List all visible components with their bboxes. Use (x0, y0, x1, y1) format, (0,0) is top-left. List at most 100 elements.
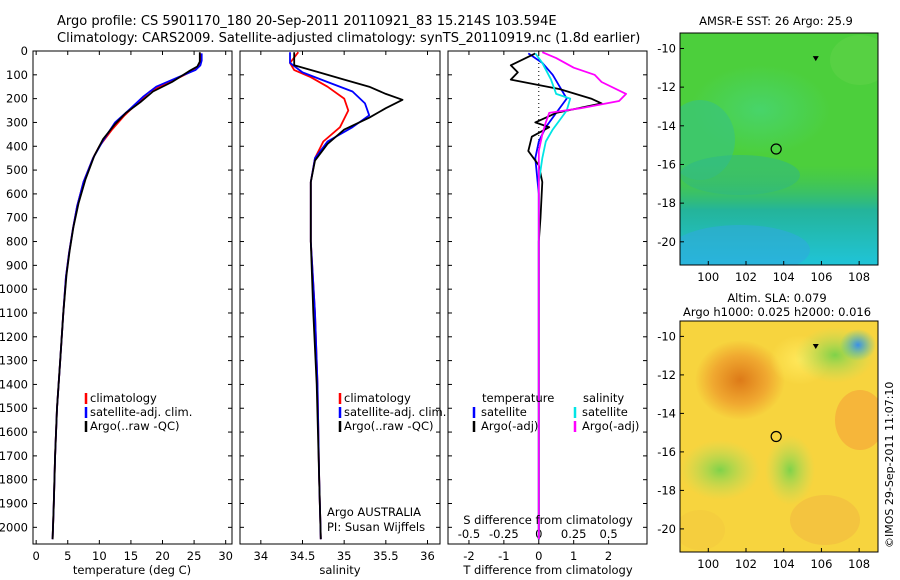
lon-tick-label: 108 (848, 557, 870, 571)
salinity-legend: climatology satellite-adj. clim. Argo(..… (338, 391, 446, 433)
lon-tick-label: 102 (735, 557, 757, 571)
depth-tick-label: 2000 (0, 520, 28, 534)
lon-tick-label: 100 (697, 557, 719, 571)
lat-tick-label: -20 (657, 235, 676, 249)
series-line-argo-raw-qc- (293, 52, 404, 540)
figure-title-line1: Argo profile: CS 5901170_180 20-Sep-2011… (57, 14, 557, 29)
x-tick-label: 20 (155, 549, 170, 563)
x-tick-label: -1 (498, 549, 509, 563)
x-tick-label: 15 (124, 549, 139, 563)
depth-tick-label: 1500 (0, 401, 28, 415)
depth-axis: 0 100 200 300 400 500 600 700 800 900 1000 1100 1200… (0, 44, 232, 534)
lat-tick-label: -16 (657, 157, 676, 171)
depth-tick-label: 1900 (0, 497, 28, 511)
lon-tick-label: 104 (773, 270, 795, 284)
lon-tick-label: 108 (848, 270, 870, 284)
series-line-temperature-argo-adj- (509, 52, 603, 540)
sla-map-subtitle: Argo h1000: 0.025 h2000: 0.016 (683, 305, 871, 319)
depth-tick-label: 800 (6, 235, 28, 249)
salinity-axes-frame (239, 50, 441, 545)
x-tick-label: 36 (420, 549, 435, 563)
depth-tick-label: 1200 (0, 330, 28, 344)
imos-stamp: ©IMOS 29-Sep-2011 11:07:10 (883, 382, 896, 548)
reference-marker (812, 56, 819, 62)
legend-argo: Argo(..raw -QC) (344, 419, 434, 433)
sla-map-frame (679, 320, 879, 553)
legend-satellite: satellite-adj. clim. (344, 405, 446, 419)
lat-tick-label: -10 (657, 41, 676, 55)
lat-tick-label: -12 (657, 368, 676, 382)
depth-tick-label: 700 (6, 211, 28, 225)
sst-map-frame (679, 32, 879, 266)
argo-position-marker (770, 143, 782, 155)
x-tick-label: 25 (187, 549, 202, 563)
sla-field (680, 321, 878, 552)
sst-lat-axis: -10 -12 -14 -16 -18 -20 (657, 41, 684, 249)
x-tick-label: 35 (337, 549, 352, 563)
series-line-argo-raw-qc- (51, 52, 201, 540)
sla-lon-axis: 100 102 104 106 108 (697, 548, 870, 571)
figure-title-line2: Climatology: CARS2009. Satellite-adjuste… (57, 31, 640, 46)
t-difference-xlabel: T difference from climatology (462, 563, 633, 577)
legend-climatology: climatology (344, 391, 411, 405)
lat-tick-label: -18 (657, 483, 676, 497)
legend-salinity-header: salinity (583, 391, 624, 405)
x-tick-label: 1 (570, 549, 577, 563)
lat-tick-label: -16 (657, 445, 676, 459)
salinity-panel: 34 34.5 35 35.5 36 salinity climatology sate… (239, 50, 446, 577)
depth-tick-label: 1000 (0, 282, 28, 296)
difference-legend: temperature salinity satellite Argo(-adj… (472, 391, 639, 433)
s-diff-tick-label: -0.5 (458, 527, 480, 541)
lat-tick-label: -18 (657, 196, 676, 210)
x-tick-label: 35.5 (373, 549, 399, 563)
depth-tick-label: 0 (21, 44, 28, 58)
sst-field (680, 33, 878, 265)
x-tick-label: 5 (64, 549, 71, 563)
x-tick-label: 2 (605, 549, 612, 563)
temperature-legend: climatology satellite-adj. clim. Argo(..… (84, 391, 192, 433)
sla-map: Altim. SLA: 0.079 Argo h1000: 0.025 h200… (657, 291, 879, 571)
temperature-x-axis: 0 5 10 15 20 25 30 (32, 51, 233, 563)
legend-sal-argo: Argo(-adj) (582, 419, 639, 433)
sla-map-title: Altim. SLA: 0.079 (727, 291, 826, 305)
argo-position-marker (770, 430, 782, 443)
credit-program: Argo AUSTRALIA (327, 505, 421, 519)
lat-tick-label: -14 (657, 119, 676, 133)
legend-satellite: satellite-adj. clim. (90, 405, 192, 419)
temperature-panel: 0100200300400500600700800900100011001200… (0, 44, 233, 577)
depth-tick-label: 1400 (0, 377, 28, 391)
x-tick-label: 34 (254, 549, 269, 563)
lon-tick-label: 100 (697, 270, 719, 284)
legend-climatology: climatology (90, 391, 157, 405)
difference-series (509, 51, 627, 540)
reference-marker (812, 344, 819, 350)
s-difference-xlabel: S difference from climatology (463, 513, 633, 527)
legend-sal-satellite: satellite (582, 405, 628, 419)
depth-tick-label: 1700 (0, 449, 28, 463)
lon-tick-label: 106 (810, 557, 832, 571)
sst-lon-axis: 100 102 104 106 108 (697, 261, 870, 284)
depth-tick-label: 200 (6, 92, 28, 106)
legend-argo: Argo(..raw -QC) (90, 419, 180, 433)
series-line-salinity-argo-adj- (537, 51, 627, 540)
legend-temp-satellite: satellite (481, 405, 527, 419)
depth-tick-label: 1100 (0, 306, 28, 320)
s-diff-tick-label: 0.25 (561, 527, 587, 541)
depth-tick-label: 1800 (0, 473, 28, 487)
depth-tick-label: 1300 (0, 354, 28, 368)
difference-panel: -2 -1 0 1 2 -0.5 -0.25 0 0.25 0.5 T difference f… (447, 50, 648, 577)
depth-tick-label: 300 (6, 115, 28, 129)
lat-tick-label: -12 (657, 80, 676, 94)
salinity-difference-axis: -0.5 -0.25 0 0.25 0.5 (458, 527, 618, 541)
temperature-series (51, 52, 203, 540)
x-tick-label: 10 (92, 549, 107, 563)
salinity-x-axis: 34 34.5 35 35.5 36 (254, 51, 435, 563)
temperature-xlabel: temperature (deg C) (73, 563, 191, 577)
salinity-depth-ticks (240, 50, 440, 528)
salinity-xlabel: salinity (319, 563, 360, 577)
sst-map: AMSR-E SST: 26 Argo: 25.9 100 102 104 106 10… (657, 14, 879, 284)
lat-tick-label: -10 (657, 329, 676, 343)
lon-tick-label: 106 (810, 270, 832, 284)
difference-axes-frame (447, 50, 648, 545)
depth-tick-label: 500 (6, 163, 28, 177)
